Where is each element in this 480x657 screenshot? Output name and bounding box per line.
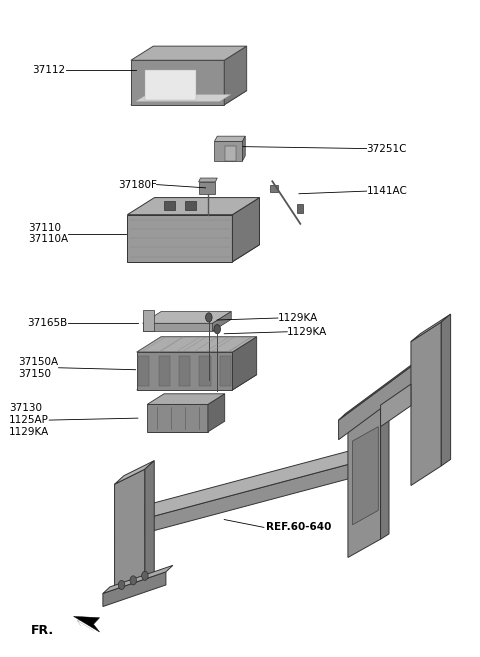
Text: 1129KA: 1129KA xyxy=(287,327,327,337)
Polygon shape xyxy=(297,204,303,213)
Polygon shape xyxy=(208,394,225,432)
Polygon shape xyxy=(232,198,260,261)
Polygon shape xyxy=(115,463,355,541)
Text: 37110
37110A: 37110 37110A xyxy=(28,223,68,244)
Polygon shape xyxy=(338,351,430,420)
Polygon shape xyxy=(145,461,154,585)
Polygon shape xyxy=(131,60,224,104)
Polygon shape xyxy=(232,337,257,390)
Polygon shape xyxy=(411,314,451,342)
Polygon shape xyxy=(220,356,231,386)
Polygon shape xyxy=(441,314,451,466)
Polygon shape xyxy=(411,322,441,486)
Polygon shape xyxy=(137,352,232,390)
Polygon shape xyxy=(215,136,245,141)
Polygon shape xyxy=(143,323,213,331)
Polygon shape xyxy=(147,394,225,405)
Text: FR.: FR. xyxy=(31,624,54,637)
Polygon shape xyxy=(121,447,362,525)
Polygon shape xyxy=(147,405,208,432)
Polygon shape xyxy=(348,401,381,558)
Polygon shape xyxy=(215,141,242,161)
Text: 37251C: 37251C xyxy=(367,144,407,154)
Polygon shape xyxy=(213,311,231,331)
Polygon shape xyxy=(137,337,257,352)
Polygon shape xyxy=(163,405,178,432)
Text: 37180F: 37180F xyxy=(118,179,156,190)
Polygon shape xyxy=(143,310,154,331)
Polygon shape xyxy=(103,565,173,593)
Polygon shape xyxy=(73,616,100,632)
Polygon shape xyxy=(270,185,278,193)
Circle shape xyxy=(205,313,212,322)
Polygon shape xyxy=(381,393,389,539)
Circle shape xyxy=(214,325,220,334)
Text: 37165B: 37165B xyxy=(28,318,68,328)
Circle shape xyxy=(142,571,148,580)
Text: 37112: 37112 xyxy=(33,65,66,75)
Polygon shape xyxy=(143,311,231,323)
Polygon shape xyxy=(177,405,192,432)
Polygon shape xyxy=(199,178,217,182)
Text: 1141AC: 1141AC xyxy=(367,186,408,196)
Polygon shape xyxy=(242,136,245,161)
Circle shape xyxy=(118,580,125,589)
Polygon shape xyxy=(348,393,389,419)
Polygon shape xyxy=(145,70,196,99)
Text: 37130
1125AP
1129KA: 37130 1125AP 1129KA xyxy=(9,403,49,437)
Polygon shape xyxy=(138,356,149,386)
Polygon shape xyxy=(192,405,207,432)
Text: 37150A
37150: 37150A 37150 xyxy=(18,357,59,378)
Polygon shape xyxy=(115,461,154,484)
Polygon shape xyxy=(225,146,236,161)
Polygon shape xyxy=(127,244,260,261)
Polygon shape xyxy=(179,356,190,386)
Polygon shape xyxy=(185,201,196,210)
Text: 1129KA: 1129KA xyxy=(278,313,318,323)
Polygon shape xyxy=(115,469,145,600)
Polygon shape xyxy=(199,356,211,386)
Polygon shape xyxy=(381,384,411,426)
Polygon shape xyxy=(135,95,231,101)
Polygon shape xyxy=(224,46,247,104)
Polygon shape xyxy=(353,426,378,525)
Polygon shape xyxy=(131,46,247,60)
Polygon shape xyxy=(158,356,170,386)
Text: REF.60-640: REF.60-640 xyxy=(266,522,332,532)
Polygon shape xyxy=(199,182,216,194)
Circle shape xyxy=(130,576,136,585)
Polygon shape xyxy=(338,358,422,440)
Polygon shape xyxy=(103,572,166,606)
Polygon shape xyxy=(164,201,175,210)
Polygon shape xyxy=(131,91,247,104)
Polygon shape xyxy=(148,405,164,432)
Polygon shape xyxy=(127,198,260,215)
Polygon shape xyxy=(127,215,232,261)
Polygon shape xyxy=(137,374,257,390)
